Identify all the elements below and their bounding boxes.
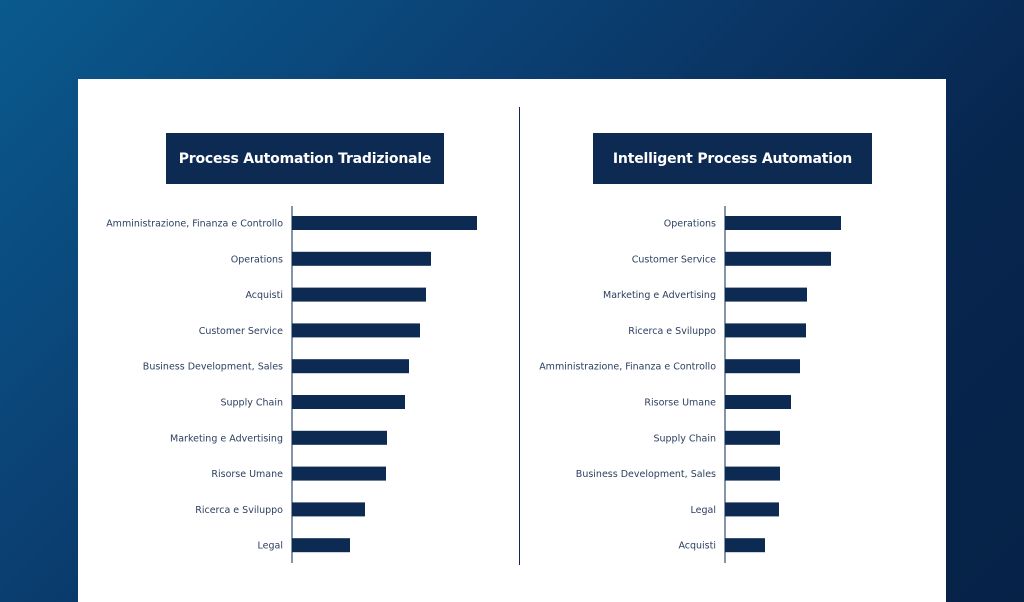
bar [725, 395, 791, 409]
category-label: Acquisti [678, 541, 716, 552]
bar [725, 502, 779, 517]
category-label: Business Development, Sales [143, 362, 283, 373]
bar [725, 430, 780, 445]
bar [292, 466, 386, 481]
category-label: Supply Chain [220, 398, 283, 409]
bar [725, 359, 800, 374]
category-label: Risorse Umane [211, 469, 283, 480]
category-label: Marketing e Advertising [603, 290, 716, 301]
divider [519, 107, 520, 565]
bar [292, 502, 365, 517]
category-label: Marketing e Advertising [170, 433, 283, 444]
category-label: Amministrazione, Finanza e Controllo [539, 362, 716, 373]
category-label: Ricerca e Sviluppo [195, 505, 283, 516]
category-label: Amministrazione, Finanza e Controllo [106, 219, 283, 230]
category-label: Ricerca e Sviluppo [628, 326, 716, 337]
bar [725, 251, 831, 266]
bar [292, 287, 426, 302]
category-label: Legal [258, 541, 283, 552]
category-label: Customer Service [632, 254, 716, 265]
category-label: Risorse Umane [644, 398, 716, 409]
bar [725, 323, 806, 338]
bar [725, 538, 765, 553]
bar [725, 216, 841, 230]
category-label: Acquisti [245, 290, 283, 301]
bar [292, 538, 350, 553]
bar [292, 359, 409, 374]
chart-title-right: Intelligent Process Automation [593, 133, 872, 184]
category-label: Operations [664, 219, 716, 230]
category-label: Supply Chain [653, 433, 716, 444]
category-label: Legal [691, 505, 716, 516]
category-label: Customer Service [199, 326, 283, 337]
chart-title-left: Process Automation Tradizionale [166, 133, 444, 184]
bar [292, 430, 387, 445]
bar [292, 216, 477, 230]
chart-panel: Process Automation Tradizionale Intellig… [78, 79, 946, 602]
bar [725, 466, 780, 481]
charts-svg: Amministrazione, Finanza e Controllo Oper… [106, 206, 841, 563]
bar [292, 323, 420, 338]
bar [292, 251, 431, 266]
bar [292, 395, 405, 409]
category-label: Operations [231, 254, 283, 265]
category-label: Business Development, Sales [576, 469, 716, 480]
bar [725, 287, 807, 302]
